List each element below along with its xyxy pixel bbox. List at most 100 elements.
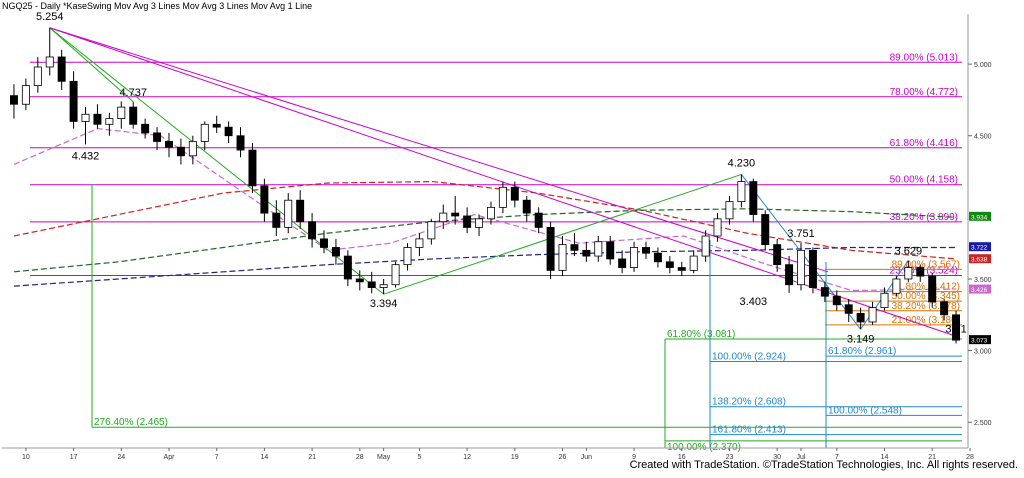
candle-body	[272, 212, 281, 228]
date-axis-label: 10	[22, 454, 30, 461]
fib-label-cyan: 100.00% (2.924)	[712, 351, 786, 362]
candle-body	[188, 141, 197, 157]
fib-label-magenta: 50.00% (4.158)	[890, 175, 958, 186]
candle-body	[761, 214, 770, 246]
candle-body	[880, 292, 889, 309]
candle-body	[749, 181, 758, 215]
date-axis: 10 17 24 Apr 7 14 21 28 May 5 12 19 26 Jun 9 16 23 30 Jul 7…	[2, 447, 974, 461]
fib-label-orange: 89.00% (3.567)	[892, 259, 960, 270]
fib-label-magenta: 89.00% (5.013)	[890, 52, 958, 63]
candle-body	[248, 149, 257, 187]
candle-body	[117, 106, 126, 119]
candle-body	[463, 215, 472, 228]
date-axis-label: 7	[835, 454, 839, 461]
swing-label: 3.403	[740, 296, 768, 308]
candle-body	[665, 261, 674, 268]
price-axis-label: 3.500	[974, 277, 992, 284]
candle-body	[57, 56, 66, 82]
moving-average-line	[13, 180, 957, 260]
candle-body	[856, 312, 865, 323]
candle-body	[701, 235, 710, 257]
candle-body	[570, 244, 579, 251]
fib-label-orange: 50.00% (3.345)	[892, 291, 960, 302]
fib-label-orange: 21.00% (3.180)	[892, 315, 960, 326]
candle-body	[606, 241, 615, 260]
candle-body	[367, 281, 376, 288]
price-tag-label: 3.073	[971, 338, 988, 345]
fib-label-orange: 38.20% (3.278)	[892, 301, 960, 312]
price-axis-label: 3.000	[974, 349, 992, 356]
fibonacci-levels: 89.00% (5.013) 78.00% (4.772) 61.80% (4.41…	[30, 52, 962, 453]
candle-body	[320, 238, 328, 248]
date-axis-label: 24	[117, 454, 125, 461]
chart-header-title: NGQ25 - Daily *KaseSwing Mov Avg 3 Lines…	[2, 1, 313, 11]
candle-body	[844, 304, 853, 314]
candle-body	[176, 146, 185, 157]
credit-text: Created with TradeStation. ©TradeStation…	[629, 459, 1018, 471]
candle-body	[582, 249, 591, 257]
price-axis-label: 5.000	[974, 62, 992, 69]
fib-label-magenta: 78.00% (4.772)	[890, 87, 958, 98]
candle-body	[618, 258, 627, 268]
fib-label-green: 276.40% (2.465)	[94, 417, 168, 428]
candle-body	[928, 275, 937, 303]
candle-body	[165, 141, 173, 148]
candle-body	[296, 199, 305, 223]
date-axis-label: 28	[966, 454, 974, 461]
candle-body	[212, 123, 221, 128]
date-axis-label: 21	[308, 454, 316, 461]
candle-body	[81, 113, 90, 122]
swing-label: 4.737	[119, 87, 147, 99]
date-axis-label: Apr	[164, 454, 176, 461]
candle-body	[308, 221, 317, 240]
candles	[9, 27, 961, 344]
trendline-magenta	[49, 27, 829, 273]
candle-body	[93, 113, 102, 125]
candle-body	[415, 238, 424, 248]
candle-body	[343, 255, 352, 280]
candle-body	[486, 206, 495, 220]
swing-label: 3.21	[945, 324, 966, 336]
candle-body	[653, 252, 662, 263]
candle-body	[403, 247, 412, 266]
candle-body	[331, 247, 340, 257]
fib-label-magenta: 61.80% (4.416)	[890, 138, 958, 149]
candle-body	[427, 221, 436, 240]
date-axis-label: 16	[678, 454, 686, 461]
swing-line-green	[49, 27, 384, 295]
price-tag-label: 3.426	[971, 287, 988, 294]
date-axis-label: 5	[417, 454, 421, 461]
candle-body	[558, 244, 567, 271]
candle-body	[522, 199, 531, 214]
date-axis-label: 23	[726, 454, 734, 461]
price-axis-label: 4.500	[974, 134, 992, 141]
fib-label-cyan: 161.80% (2.413)	[712, 425, 786, 436]
candle-body	[868, 307, 877, 323]
candle-body	[33, 66, 42, 87]
candle-body	[689, 255, 698, 271]
candle-body	[21, 85, 30, 105]
swing-labels: 5.254 4.737 4.432 3.394 4.230 3.751 3.403 3.149…	[36, 11, 967, 346]
price-tag-label: 3.934	[971, 214, 988, 221]
candle-body	[892, 278, 901, 294]
candle-body	[832, 295, 841, 306]
swing-label: 3.751	[787, 228, 815, 240]
fib-label-orange: 61.80% (3.412)	[892, 282, 960, 293]
candle-body	[153, 132, 162, 142]
candle-body	[200, 123, 209, 142]
candle-body	[534, 212, 543, 228]
candle-body	[677, 267, 686, 271]
date-axis-label: 14	[260, 454, 268, 461]
candle-body	[785, 264, 794, 286]
date-axis-label: 7	[215, 454, 219, 461]
candle-body	[952, 314, 961, 341]
price-axis-label: 2.500	[974, 420, 992, 427]
candle-body	[236, 135, 245, 151]
candle-body	[9, 95, 18, 105]
fib-label-magenta: 38.20% (3.899)	[890, 212, 958, 223]
swing-label: 4.432	[72, 150, 100, 162]
candle-body	[725, 201, 734, 220]
candle-body	[141, 123, 150, 134]
